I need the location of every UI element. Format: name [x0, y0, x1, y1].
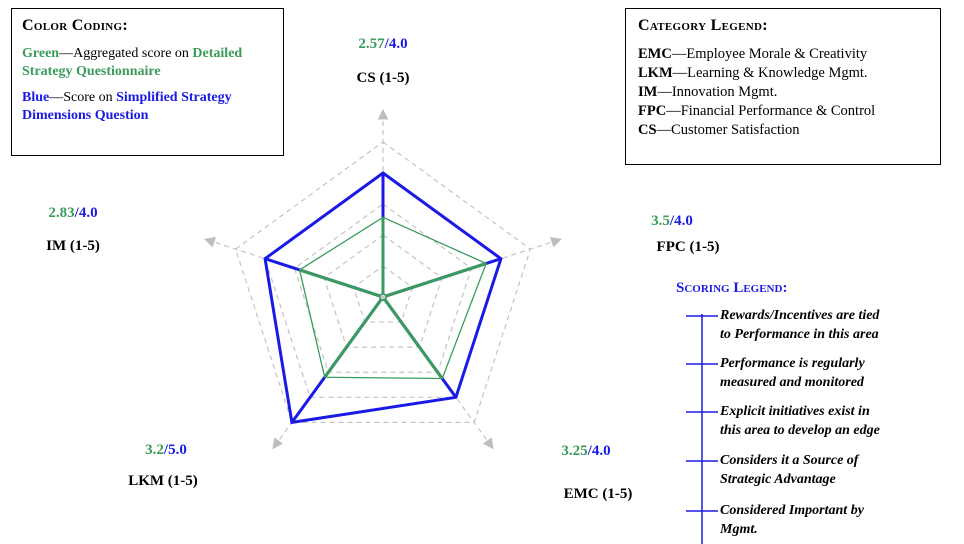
category-abbr: FPC	[638, 103, 667, 119]
scoring-level-2: Considers it a Source of Strategic Advan…	[720, 451, 956, 489]
scoring-level-text: this area to develop an edge	[720, 423, 880, 438]
green-detail: Detailed Strategy Questionnaire	[22, 46, 243, 79]
score-label-cs: 2.57/4.0	[358, 36, 407, 52]
scoring-level-5: Rewards/Incentives are tied to Performan…	[720, 306, 956, 344]
category-desc: —Customer Satisfaction	[656, 122, 800, 138]
category-item-emc: EMC—Employee Morale & Creativity	[638, 45, 928, 64]
green-label: Green	[22, 46, 60, 61]
green-score: 3.25	[561, 443, 587, 459]
category-item-fpc: FPC—Financial Performance & Control	[638, 102, 928, 121]
scoring-level-text: Considers it a Source of	[720, 453, 859, 468]
scoring-legend: Scoring Legend: Rewards/Incentives are t…	[676, 280, 956, 544]
series-core-0	[378, 292, 388, 301]
score-separator: /	[384, 36, 390, 52]
series-spoke-0-emc	[383, 299, 458, 399]
category-abbr: LKM	[638, 65, 673, 81]
grid-ring-3	[293, 203, 473, 373]
blue-score: 4.0	[389, 36, 408, 52]
grid-ring-2	[323, 234, 443, 348]
scoring-level-text: to Performance in this area	[720, 327, 879, 342]
scoring-level-text: Explicit initiatives exist in	[720, 404, 870, 419]
series-spoke-0-im	[264, 257, 380, 298]
category-desc: —Innovation Mgmt.	[657, 84, 778, 100]
scoring-legend-title: Scoring Legend:	[676, 280, 788, 296]
category-item-lkm: LKM—Learning & Knowledge Mgmt.	[638, 64, 928, 83]
score-separator: /	[669, 213, 675, 229]
category-item-cs: CS—Customer Satisfaction	[638, 121, 928, 140]
score-separator: /	[587, 443, 593, 459]
series-spoke-1-fpc	[386, 262, 487, 298]
series-spoke-1-emc	[383, 299, 444, 380]
series-spoke-0-fpc	[386, 257, 502, 298]
blue-label: Blue	[22, 90, 50, 105]
blue-score: 4.0	[592, 443, 611, 459]
axis-label-lkm: LKM (1-5)	[128, 473, 198, 489]
scoring-level-text: Strategic Advantage	[720, 472, 836, 487]
scoring-level-text: Rewards/Incentives are tied	[720, 308, 880, 323]
scoring-level-4: Performance is regularly measured and mo…	[720, 354, 956, 392]
category-desc: —Employee Morale & Creativity	[671, 46, 868, 62]
axis-label-emc: EMC (1-5)	[564, 486, 633, 502]
axis-spoke-fpc	[382, 237, 562, 298]
blue-score: 5.0	[168, 442, 187, 458]
scoring-level-text: Mgmt.	[720, 522, 758, 537]
axis-spoke-im	[204, 237, 384, 298]
scoring-level-1: Considered Important by Mgmt.	[720, 501, 956, 539]
green-score: 3.5	[651, 213, 670, 229]
category-abbr: CS	[638, 122, 657, 138]
axis-spoke-emc	[382, 296, 494, 450]
score-label-emc: 3.25/4.0	[561, 443, 610, 459]
scoring-scale-axis	[686, 314, 718, 544]
series-polygon-0	[263, 171, 503, 425]
series-spoke-1-lkm	[323, 299, 383, 379]
category-abbr: EMC	[638, 46, 672, 62]
green-score: 2.57	[358, 36, 385, 52]
score-separator: /	[163, 442, 169, 458]
grid-ring-4	[264, 172, 502, 398]
series-core-1	[378, 292, 388, 301]
blue-coding-line: Blue—Score on Simplified Strategy Dimens…	[22, 89, 273, 125]
scoring-level-text: Performance is regularly	[720, 356, 865, 371]
score-label-fpc: 3.5/4.0	[651, 213, 693, 229]
green-score: 3.2	[145, 442, 164, 458]
blue-score: 4.0	[79, 205, 98, 221]
series-polygon-1	[298, 216, 488, 380]
score-label-im: 2.83/4.0	[48, 205, 97, 221]
grid-ring-1	[352, 265, 414, 323]
scoring-level-text: Considered Important by	[720, 503, 864, 518]
category-desc: —Learning & Knowledge Mgmt.	[672, 65, 868, 81]
axis-label-cs: CS (1-5)	[357, 70, 410, 86]
category-desc: —Financial Performance & Control	[666, 103, 876, 119]
series-spoke-0-lkm	[290, 299, 383, 424]
scoring-level-3: Explicit initiatives exist in this area …	[720, 402, 956, 440]
category-item-im: IM—Innovation Mgmt.	[638, 83, 928, 102]
blue-detail: Simplified Strategy Dimensions Question	[22, 90, 232, 123]
category-legend-box: Category Legend: EMC—Employee Morale & C…	[625, 8, 941, 165]
series-spoke-1-im	[299, 268, 380, 298]
grid-ring-5	[234, 141, 532, 423]
axis-label-im: IM (1-5)	[46, 238, 100, 254]
green-coding-line: Green—Aggregated score on Detailed Strat…	[22, 45, 273, 81]
green-score: 2.83	[48, 205, 74, 221]
axis-spoke-lkm	[272, 296, 384, 450]
color-coding-title: Color Coding:	[22, 17, 129, 34]
blue-description: —Score on	[49, 90, 113, 105]
category-abbr: IM	[638, 84, 658, 100]
green-description: —Aggregated score on	[59, 46, 189, 61]
blue-score: 4.0	[674, 213, 693, 229]
score-label-lkm: 3.2/5.0	[145, 442, 187, 458]
axis-label-fpc: FPC (1-5)	[657, 239, 720, 255]
score-separator: /	[74, 205, 80, 221]
category-legend-title: Category Legend:	[638, 17, 768, 34]
scoring-level-text: measured and monitored	[720, 375, 864, 390]
color-coding-box: Color Coding: Green—Aggregated score on …	[11, 8, 284, 156]
